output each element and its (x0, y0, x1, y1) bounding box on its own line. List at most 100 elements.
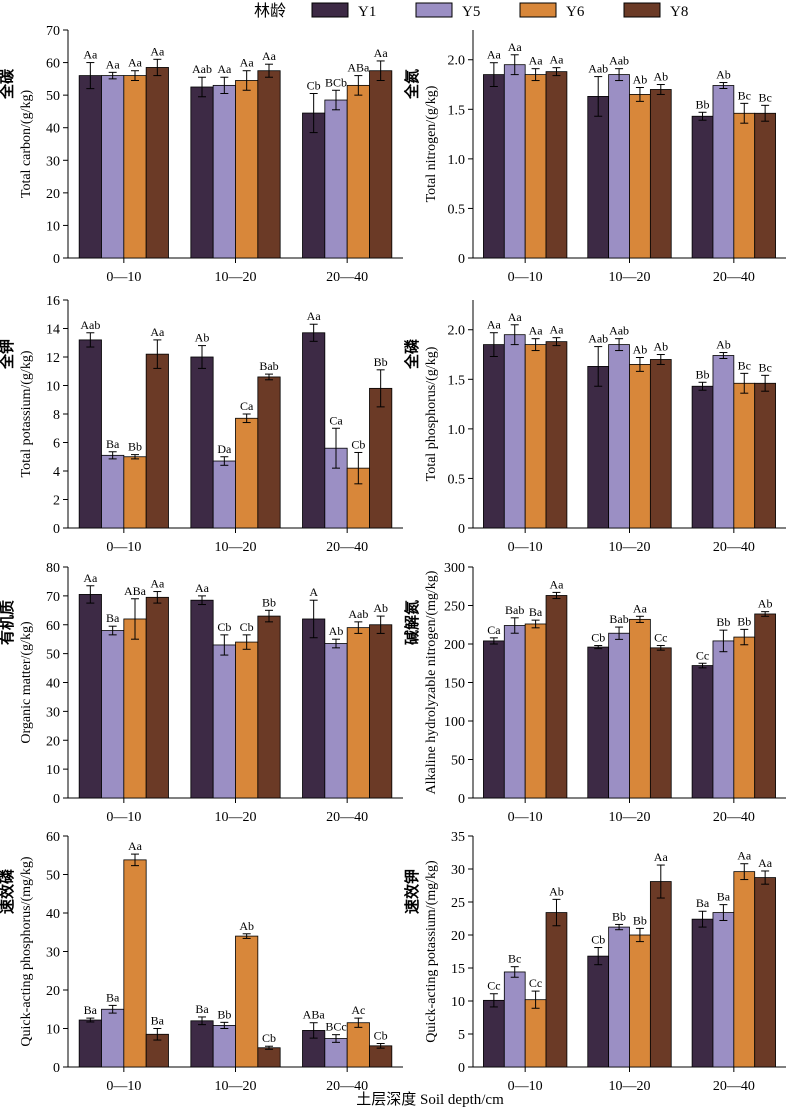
y-axis-title-cn: 速效钾 (403, 869, 421, 914)
y-tick-label: 80 (46, 561, 60, 576)
significance-label: Ab (633, 72, 648, 86)
significance-label: Ba (696, 896, 710, 910)
bar-y5 (608, 926, 630, 1068)
bar-y1 (587, 366, 610, 529)
y-tick-label: 10 (46, 763, 60, 778)
significance-label: Bb (696, 367, 710, 381)
chart-panel-4: 0 0.5 1.0 1.5 2.0 Total phosphorus/(g/kg)全磷 0—… (403, 300, 786, 555)
y-axis-title-cn: 全氮 (403, 69, 421, 100)
significance-label: Bb (217, 1007, 231, 1021)
significance-label: Aa (487, 48, 502, 62)
y-tick-label: 0 (458, 522, 465, 537)
legend-label-y8: Y8 (670, 4, 688, 20)
significance-label: Cb (591, 631, 605, 645)
bar-y5 (212, 84, 236, 259)
bar-y6 (629, 618, 651, 799)
bar-y5 (712, 355, 735, 529)
significance-label: Aab (609, 324, 629, 338)
bar-y8 (545, 595, 568, 799)
y-tick-label: 250 (444, 600, 465, 615)
legend-swatch-y8 (623, 2, 661, 18)
bar-y1 (483, 74, 505, 259)
bar-y5 (324, 643, 348, 799)
significance-label: Bb (716, 615, 730, 629)
bar-y8 (754, 112, 776, 259)
y-axis-title-en: Total potassium/(g/kg) (19, 350, 34, 477)
y-axis-title-cn: 速效磷 (0, 868, 16, 914)
x-tick-label: 20—40 (713, 540, 755, 555)
bar-y5 (503, 334, 526, 529)
bar-y5 (101, 630, 125, 799)
significance-label: Ab (329, 624, 344, 638)
bar-y5 (212, 460, 236, 529)
bar-y6 (346, 627, 370, 799)
bar-y6 (733, 871, 756, 1068)
bar-y1 (587, 955, 610, 1068)
y-tick-label: 50 (46, 869, 60, 884)
significance-label: Ab (653, 70, 668, 84)
chart-panel-7: 0 10 20 30 40 50 60 Quick-acting phosphorus/(mg… (0, 830, 403, 1094)
y-tick-label: 30 (46, 946, 60, 961)
bar-y8 (145, 67, 169, 259)
bar-y1 (691, 918, 714, 1068)
significance-label: Aa (529, 324, 544, 338)
significance-label: Ba (717, 890, 731, 904)
significance-label: Bb (612, 909, 626, 923)
legend-swatch-y1 (311, 2, 349, 18)
y-tick-label: 0 (458, 252, 465, 267)
bar-y5 (503, 625, 526, 799)
significance-label: Cb (217, 620, 231, 634)
significance-label: Ab (716, 68, 731, 82)
significance-label: Da (217, 442, 232, 456)
bar-y8 (369, 70, 393, 259)
significance-label: Aab (588, 332, 608, 346)
bar-y1 (483, 344, 505, 529)
y-tick-label: 10 (451, 995, 465, 1010)
legend-swatch-y6 (519, 2, 557, 18)
significance-label: BCc (325, 1020, 346, 1034)
significance-label: Aa (83, 48, 98, 62)
x-tick-label: 0—10 (508, 1079, 543, 1094)
significance-label: Ab (653, 340, 668, 354)
y-tick-label: 1.0 (448, 423, 466, 438)
bar-y1 (190, 86, 214, 259)
y-tick-label: 150 (444, 677, 465, 692)
y-tick-label: 2.0 (448, 324, 466, 339)
significance-label: Ab (195, 331, 210, 345)
y-tick-label: 25 (451, 896, 465, 911)
y-tick-label: 50 (46, 89, 60, 104)
significance-label: Aa (307, 309, 322, 323)
bar-y6 (123, 456, 147, 529)
y-tick-label: 40 (46, 907, 60, 922)
significance-label: Ab (239, 919, 254, 933)
y-tick-label: 40 (46, 677, 60, 692)
significance-label: Cb (262, 1031, 276, 1045)
significance-label: Aa (487, 318, 502, 332)
bar-y1 (691, 385, 714, 529)
legend-label-y5: Y5 (462, 4, 480, 20)
y-tick-label: 60 (46, 830, 60, 845)
bar-y1 (691, 115, 714, 259)
significance-label: Aa (240, 56, 255, 70)
significance-label: Bc (738, 88, 751, 102)
significance-label: Ba (529, 605, 543, 619)
bar-y5 (608, 632, 630, 799)
significance-label: Aa (633, 601, 648, 615)
y-tick-label: 0 (53, 252, 60, 267)
y-tick-label: 20 (46, 734, 60, 749)
y-tick-label: 0 (53, 1061, 60, 1076)
x-tick-label: 10—20 (215, 270, 257, 285)
significance-label: Ba (84, 1003, 98, 1017)
significance-label: Bab (259, 359, 278, 373)
legend: 林龄 Y1 Y5 Y6 Y8 (254, 2, 688, 20)
bar-y1 (302, 332, 326, 529)
bar-y8 (369, 624, 393, 799)
y-axis-title-cn: 全钾 (0, 339, 16, 370)
significance-label: Ba (106, 990, 120, 1004)
significance-label: Ba (106, 437, 120, 451)
y-axis-title-en: Organic matter/(g/kg) (19, 621, 34, 744)
x-tick-label: 0—10 (508, 810, 543, 825)
y-tick-label: 35 (451, 830, 465, 845)
y-tick-label: 300 (444, 561, 465, 576)
significance-label: Aa (508, 40, 523, 54)
